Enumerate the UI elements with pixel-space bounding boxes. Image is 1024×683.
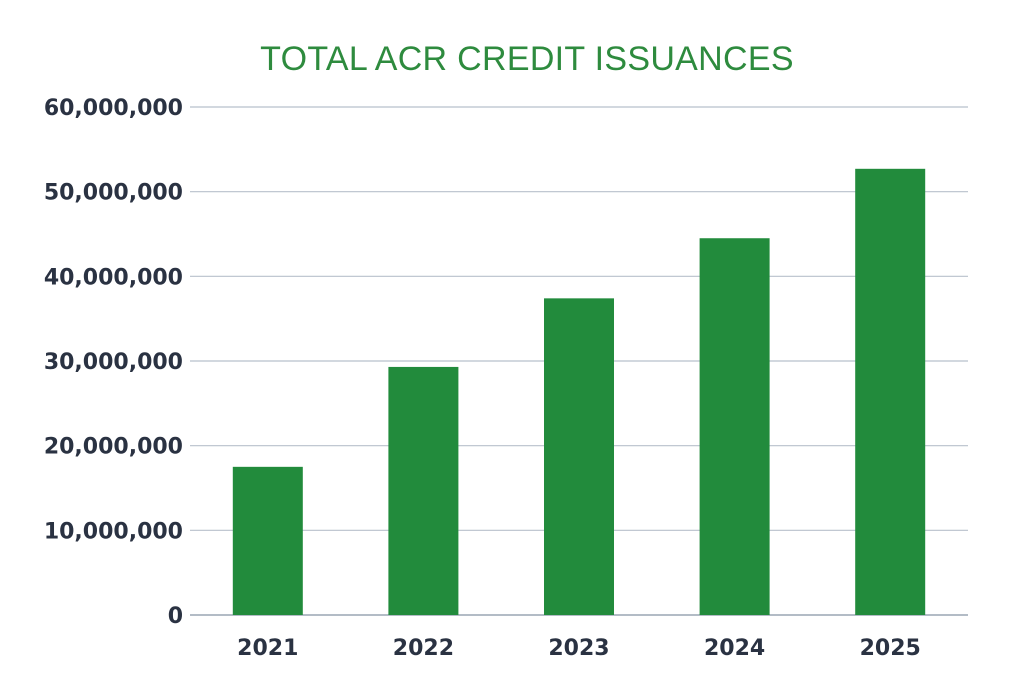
y-tick-label: 30,000,000 <box>44 350 183 375</box>
x-axis-tick-labels: 2021 2022 2023 2024 2025 <box>237 636 921 661</box>
y-tick-label: 40,000,000 <box>44 265 183 290</box>
x-tick-label: 2024 <box>704 636 765 661</box>
x-tick-label: 2022 <box>393 636 454 661</box>
y-tick-label: 20,000,000 <box>44 435 183 460</box>
y-tick-label: 50,000,000 <box>44 181 183 206</box>
chart-title: TOTAL ACR CREDIT ISSUANCES <box>260 40 794 78</box>
bar-2022 <box>388 366 459 615</box>
bar-2023 <box>544 298 614 615</box>
y-tick-label: 60,000,000 <box>44 96 183 121</box>
bar-2025 <box>855 168 926 615</box>
x-tick-label: 2021 <box>237 636 298 661</box>
bars <box>232 168 926 615</box>
y-tick-label: 10,000,000 <box>44 519 183 544</box>
x-tick-label: 2025 <box>860 636 921 661</box>
y-tick-label: 0 <box>168 604 183 629</box>
x-tick-label: 2023 <box>548 636 609 661</box>
y-axis-tick-labels: 0 10,000,000 20,000,000 30,000,000 40,000,00… <box>44 96 183 629</box>
bar-2021 <box>232 466 303 615</box>
bar-2024 <box>699 238 770 615</box>
